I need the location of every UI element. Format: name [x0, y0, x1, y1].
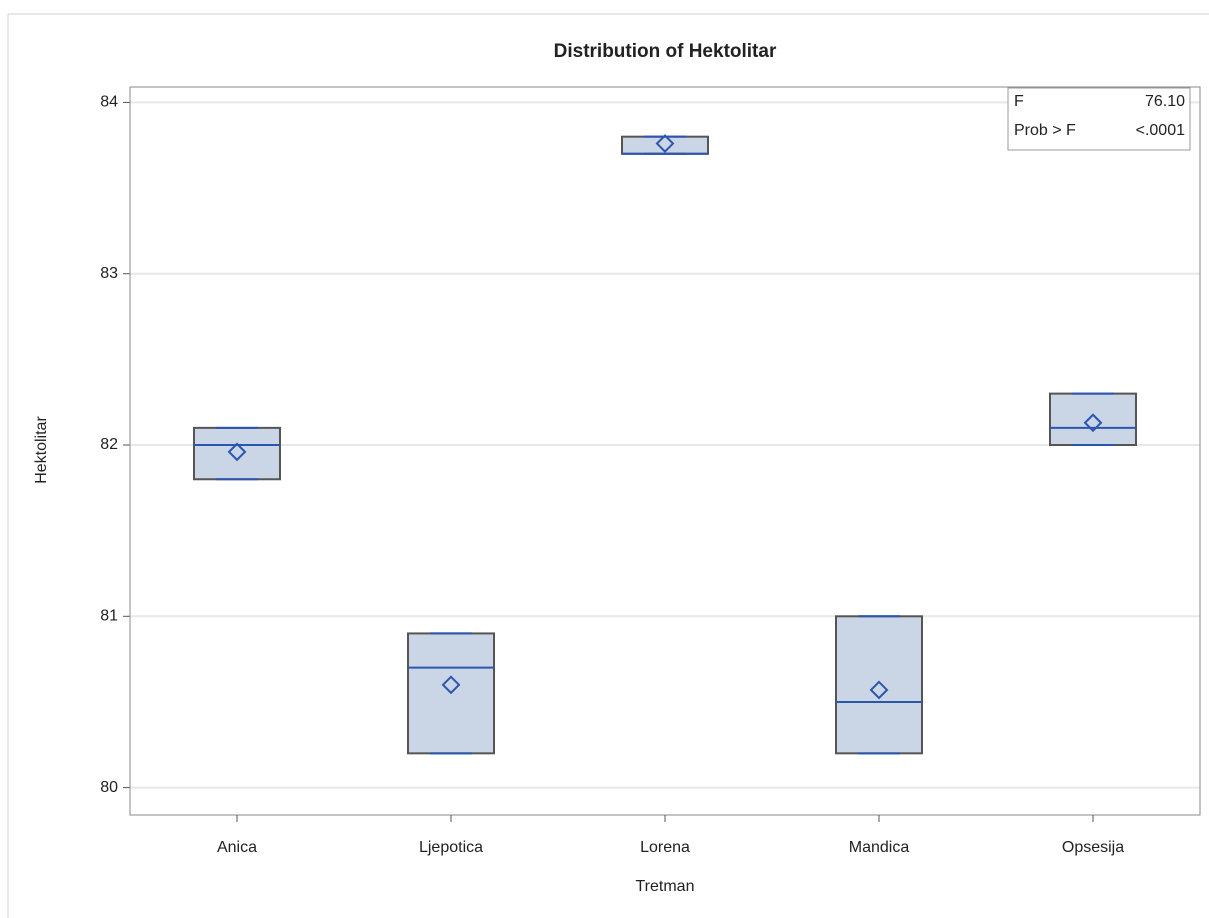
x-tick-label: Ljepotica — [419, 839, 483, 856]
inset-box — [1007, 87, 1191, 151]
mean-marker — [227, 442, 247, 462]
inset-value: 76.10 — [1145, 93, 1185, 110]
mean-marker — [1083, 413, 1103, 433]
y-tick-label: 80 — [100, 779, 118, 796]
x-tick-label: Lorena — [640, 839, 690, 856]
x-axis-label: Tretman — [636, 878, 695, 895]
inset-value: <.0001 — [1136, 122, 1185, 139]
chart-title: Distribution of Hektolitar — [554, 41, 777, 62]
box — [1049, 392, 1137, 447]
x-tick-label: Mandica — [849, 839, 910, 856]
x-tick-label: Opsesija — [1062, 839, 1124, 856]
box — [193, 426, 281, 481]
y-tick-label: 84 — [100, 94, 118, 111]
plot-frame — [129, 86, 1201, 816]
mean-marker — [441, 675, 461, 695]
box — [835, 615, 923, 755]
y-tick-label: 82 — [100, 436, 118, 453]
inset-label: F — [1014, 93, 1024, 110]
mean-marker — [655, 134, 675, 153]
y-tick-label: 83 — [100, 265, 118, 282]
x-tick-label: Anica — [217, 839, 257, 856]
y-axis-label: Hektolitar — [33, 416, 50, 484]
inset-label: Prob > F — [1014, 122, 1076, 139]
y-tick-label: 81 — [100, 608, 118, 625]
mean-marker — [869, 680, 889, 700]
